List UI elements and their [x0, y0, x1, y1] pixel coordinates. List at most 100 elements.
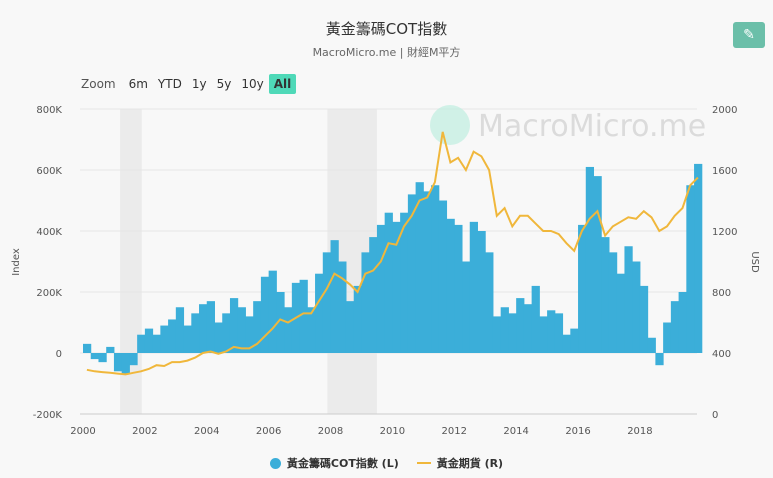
cot-bar — [345, 301, 355, 353]
cot-bar — [191, 313, 200, 353]
x-tick-label: 2006 — [256, 426, 281, 437]
y-left-tick-label: 400K — [36, 227, 62, 238]
x-tick-label: 2008 — [318, 426, 343, 437]
watermark-logo-icon — [430, 105, 470, 145]
legend-item-cot[interactable]: 黃金籌碼COT指數 (L) — [269, 455, 399, 471]
zoom-all[interactable]: All — [268, 74, 297, 94]
cot-bar — [199, 304, 208, 353]
zoom-6m[interactable]: 6m — [128, 77, 148, 91]
cot-bar — [369, 237, 378, 353]
recession-band — [327, 109, 377, 414]
y-left-tick-label: 600K — [36, 166, 62, 177]
y-right-tick-label: 1200 — [712, 227, 737, 238]
legend-label-cot: 黃金籌碼COT指數 (L) — [286, 457, 399, 470]
cot-bar — [291, 282, 301, 353]
legend-item-gold[interactable]: 黃金期貨 (R) — [416, 455, 504, 471]
cot-bar — [83, 343, 92, 353]
x-tick-label: 2014 — [503, 426, 528, 437]
cot-bar — [392, 221, 401, 353]
x-tick-label: 2002 — [132, 426, 157, 437]
cot-bar — [492, 316, 502, 353]
cot-bar — [547, 310, 556, 353]
cot-bar — [469, 221, 478, 353]
chart-title: 黃金籌碼COT指數 — [325, 20, 448, 38]
zoom-bar: Zoom 6m YTD 1y 5y 10y All — [76, 74, 297, 94]
cot-bar — [632, 261, 641, 353]
cot-bar — [160, 325, 169, 353]
cot-bar — [276, 292, 285, 353]
cot-bar — [376, 224, 386, 353]
cot-bar — [686, 185, 695, 353]
cot-bar — [322, 252, 332, 353]
cot-bar — [113, 353, 123, 372]
cot-bar — [438, 200, 448, 353]
cot-bar — [585, 166, 595, 353]
gold-price-line — [86, 131, 699, 376]
cot-bar — [523, 304, 533, 353]
cot-bar — [446, 218, 455, 353]
cot-bar — [268, 270, 277, 353]
cot-bar — [508, 313, 517, 353]
zoom-10y[interactable]: 10y — [241, 77, 264, 91]
cot-bar — [678, 292, 687, 353]
cot-bar — [353, 285, 362, 353]
cot-bar — [663, 322, 672, 353]
cot-bar — [655, 353, 664, 366]
cot-bar — [554, 313, 564, 353]
x-tick-label: 2018 — [627, 426, 652, 437]
cot-bar — [608, 252, 618, 353]
legend: 黃金籌碼COT指數 (L) 黃金期貨 (R) — [0, 455, 773, 471]
zoom-5y[interactable]: 5y — [216, 77, 232, 91]
cot-bar — [670, 301, 680, 353]
y-right-tick-label: 400 — [712, 349, 731, 360]
x-tick-label: 2010 — [380, 426, 405, 437]
cot-bar — [299, 279, 308, 353]
legend-label-gold: 黃金期貨 (R) — [436, 457, 504, 470]
cot-bar — [168, 319, 177, 353]
y-left-axis-title: Index — [11, 248, 22, 276]
cot-bar — [384, 212, 393, 353]
cot-bar — [562, 334, 571, 353]
cot-bar — [222, 313, 231, 353]
y-right-tick-label: 0 — [712, 410, 718, 421]
cot-bar — [121, 353, 130, 375]
cot-bar — [106, 346, 115, 353]
cot-bar — [431, 185, 440, 353]
y-left-tick-label: 200K — [36, 288, 62, 299]
cot-bar — [260, 276, 270, 353]
cot-bar — [129, 353, 138, 366]
zoom-1y[interactable]: 1y — [191, 77, 207, 91]
watermark: MacroMicro.me — [478, 109, 706, 144]
cot-bar — [206, 301, 215, 353]
cot-bar — [415, 182, 424, 353]
y-right-axis-title: USD — [749, 251, 760, 273]
cot-bar — [407, 194, 417, 353]
zoom-ytd[interactable]: YTD — [157, 77, 182, 91]
cot-bar — [315, 273, 324, 353]
cot-bar — [694, 163, 703, 353]
cot-bar — [578, 224, 587, 353]
zoom-label: Zoom — [81, 77, 116, 91]
legend-line-icon — [416, 462, 431, 464]
cot-bar — [229, 298, 239, 353]
cot-bar — [516, 298, 525, 353]
legend-dot-icon — [269, 457, 281, 469]
cot-bar — [423, 191, 432, 353]
cot-bar — [593, 176, 602, 353]
pencil-icon: ✎ — [743, 27, 755, 43]
cot-bar — [284, 307, 293, 353]
y-left-tick-label: -200K — [33, 410, 63, 421]
cot-bar — [144, 328, 154, 353]
cot-bar — [624, 246, 633, 353]
cot-bar — [175, 307, 185, 353]
y-left-tick-label: 800K — [36, 105, 62, 116]
edit-button[interactable]: ✎ — [733, 22, 765, 48]
y-right-tick-label: 800 — [712, 288, 731, 299]
chart-subtitle: MacroMicro.me | 財經M平方 — [312, 46, 461, 59]
x-tick-label: 2012 — [442, 426, 467, 437]
cot-bar — [307, 307, 316, 353]
cot-bar — [454, 224, 463, 353]
cot-bar — [152, 334, 161, 353]
cot-bar — [245, 316, 254, 353]
